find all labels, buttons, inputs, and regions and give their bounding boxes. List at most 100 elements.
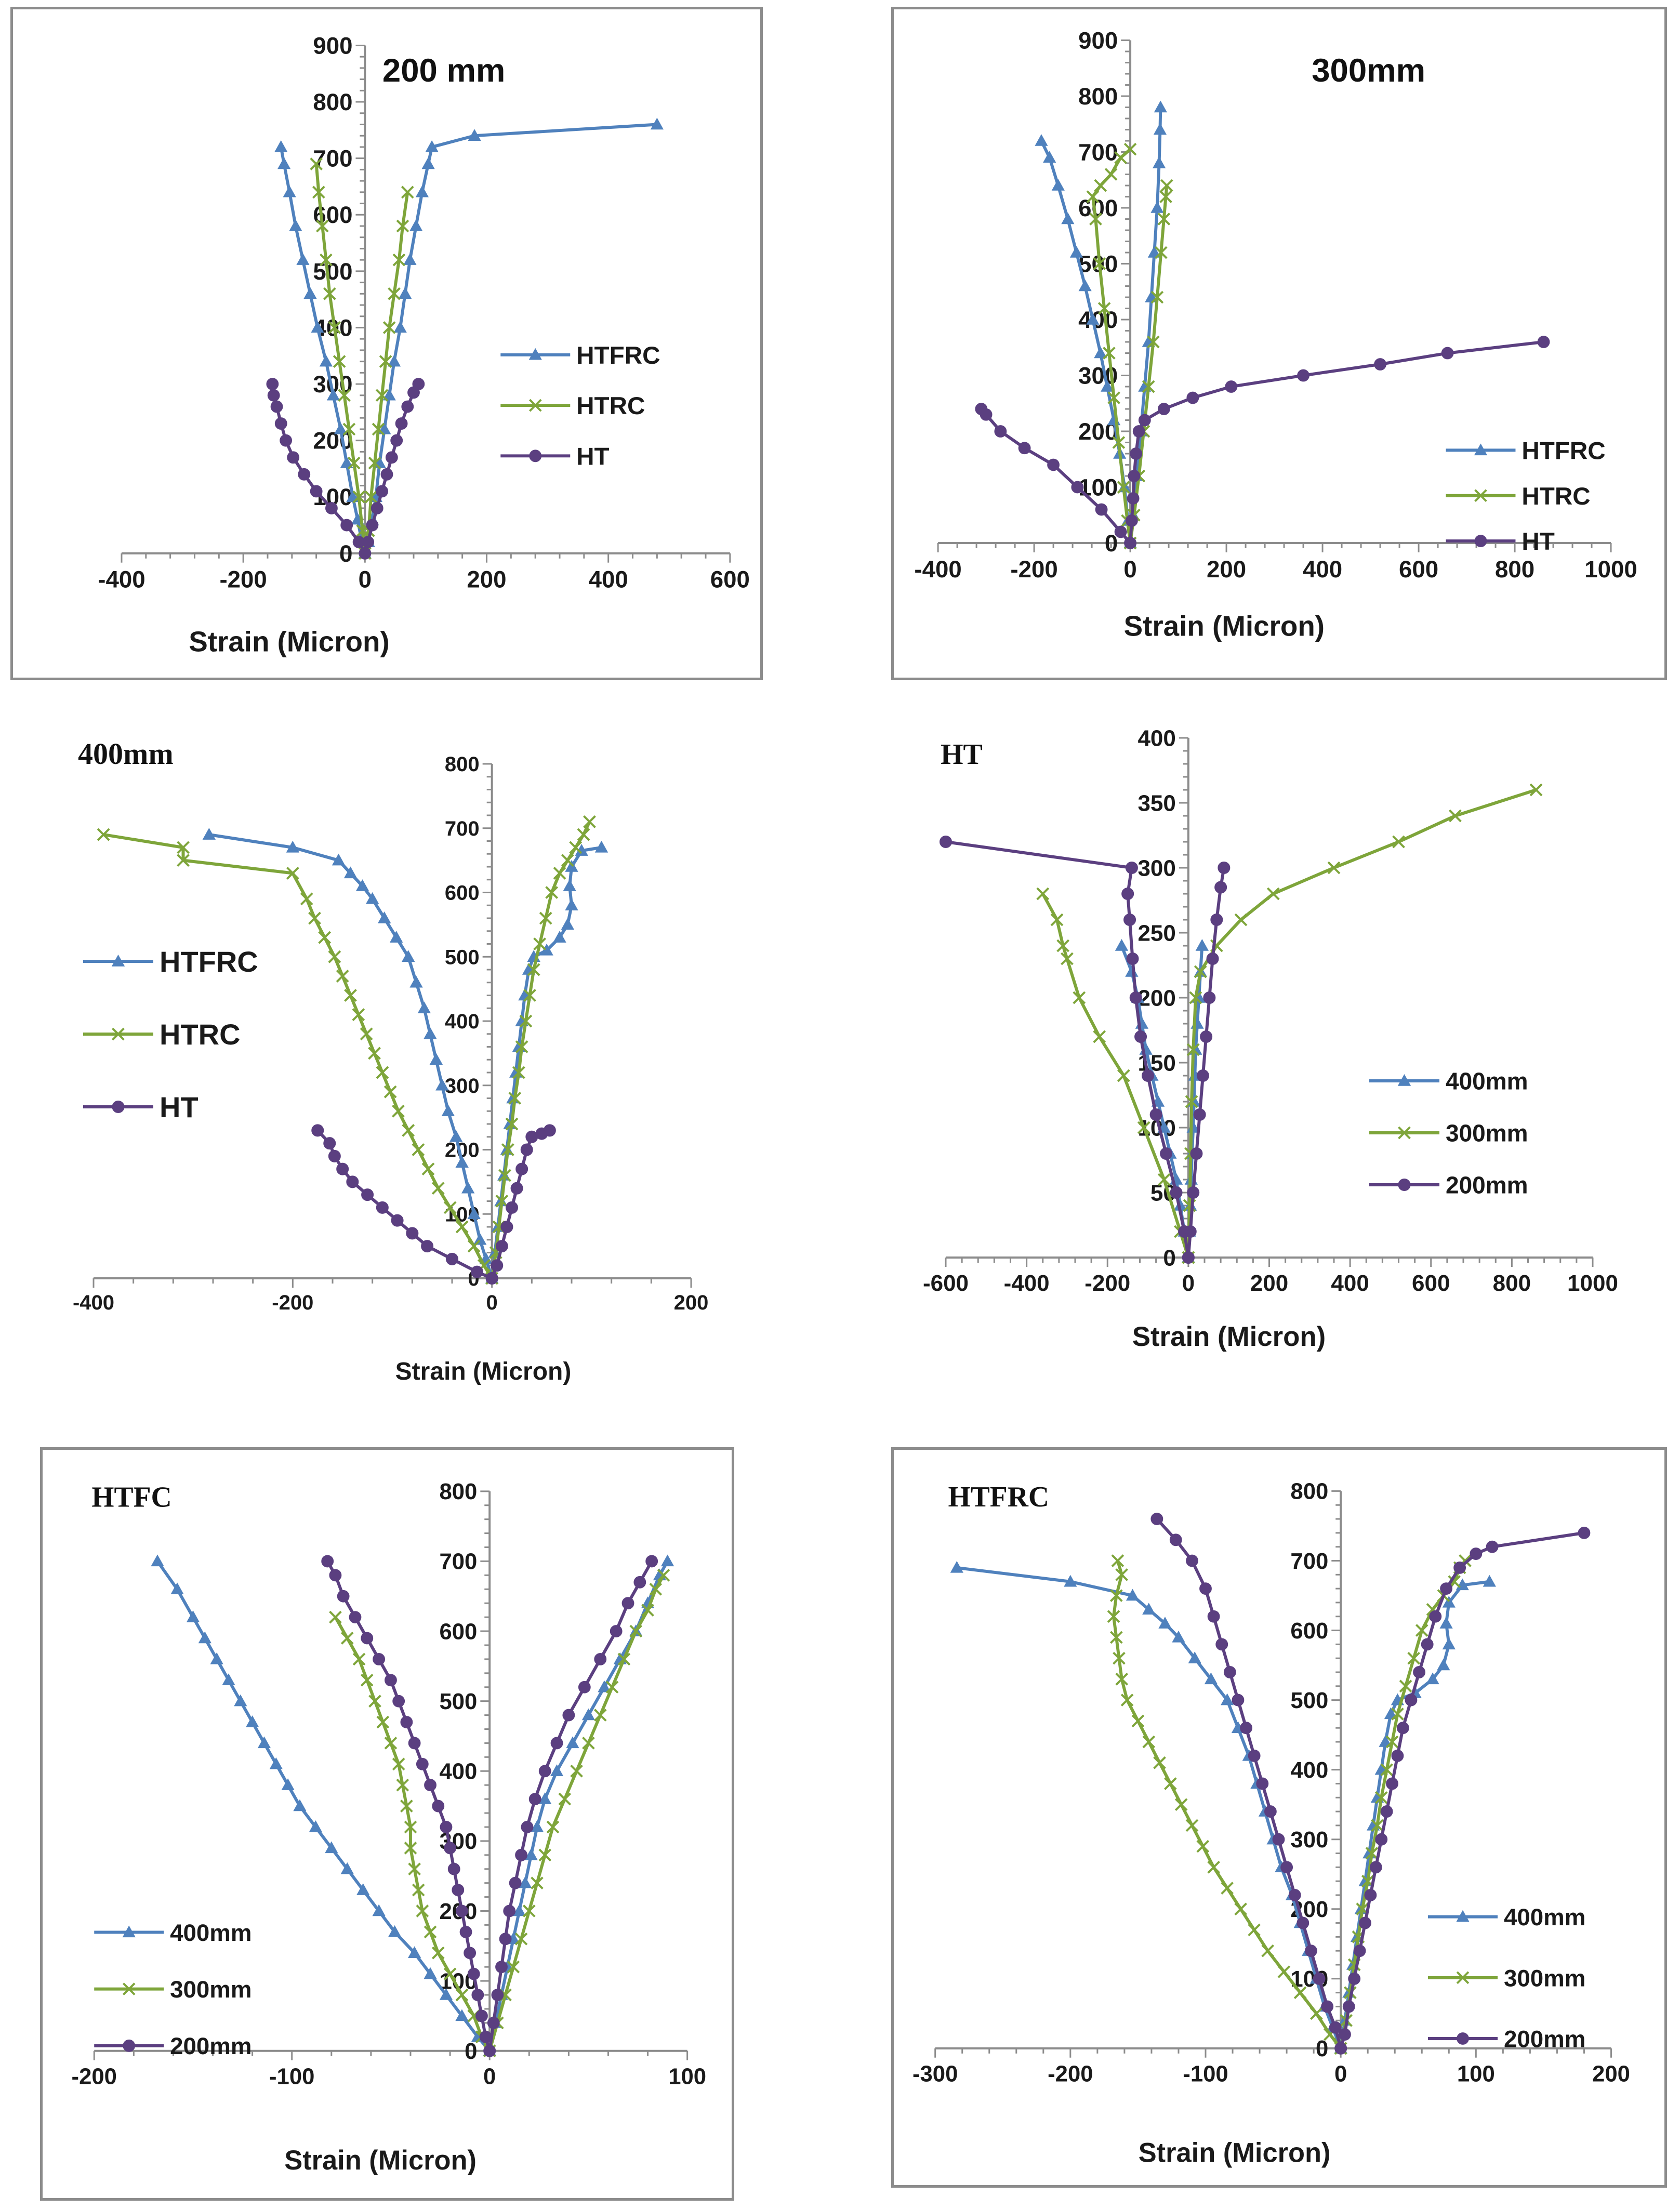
- y-tick-label: 350: [1137, 790, 1175, 816]
- data-point: [519, 1876, 532, 1888]
- data-point: [1365, 1847, 1379, 1860]
- chart-panel-ht: -600 -400 -200 0 200 400 600 800 1000 0 50 100 150 20…: [891, 717, 1667, 1403]
- data-point: [483, 2044, 496, 2057]
- data-point: [1142, 380, 1155, 393]
- data-point: [439, 1988, 453, 2000]
- data-point: [435, 1078, 449, 1091]
- data-point: [1380, 1763, 1393, 1776]
- data-point: [1043, 151, 1056, 163]
- data-point: [170, 1582, 184, 1595]
- data-point: [198, 1631, 211, 1644]
- data-point: [558, 1792, 572, 1806]
- data-point: [1297, 1916, 1309, 1929]
- data-point: [1200, 1030, 1213, 1043]
- data-point: [1483, 1575, 1496, 1587]
- legend-item-ht: HT: [500, 443, 610, 470]
- data-point: [1153, 1756, 1166, 1769]
- data-point: [531, 1876, 544, 1889]
- data-point: [1272, 1833, 1285, 1846]
- data-point: [1221, 1693, 1234, 1705]
- data-point: [1185, 1819, 1199, 1832]
- data-point: [1126, 953, 1139, 965]
- data-point: [1529, 783, 1543, 797]
- data-point: [975, 403, 988, 415]
- data-point: [1188, 1651, 1201, 1663]
- legend-item-400mm: 400mm: [94, 1920, 252, 1946]
- data-point: [1117, 481, 1130, 494]
- y-tick-label: 600: [440, 1619, 478, 1644]
- data-point: [274, 140, 288, 152]
- y-tick-label: 500: [445, 946, 480, 969]
- x-tick-label: 200: [674, 1291, 709, 1314]
- data-point: [495, 1240, 508, 1253]
- data-point: [1170, 1186, 1183, 1199]
- data-point: [1123, 914, 1136, 926]
- series-line: [956, 1566, 1342, 2049]
- data-point: [650, 117, 664, 130]
- data-point: [553, 866, 566, 880]
- data-point: [1439, 1617, 1453, 1629]
- chart-title: 400mm: [78, 737, 174, 771]
- data-point: [1187, 1186, 1200, 1199]
- data-point: [447, 1862, 460, 1875]
- data-point: [645, 1555, 658, 1568]
- data-point: [1305, 1945, 1317, 1957]
- y-tick-label: 0: [1163, 1245, 1175, 1271]
- y-tick-label: 200: [1137, 985, 1175, 1011]
- data-point: [352, 1652, 366, 1666]
- x-tick-label: 400: [589, 566, 628, 593]
- data-point: [1405, 1694, 1418, 1707]
- data-point: [310, 157, 323, 170]
- data-point: [362, 536, 375, 549]
- data-point: [373, 1652, 386, 1665]
- data-point: [455, 1220, 469, 1234]
- data-point: [1261, 1944, 1275, 1957]
- data-point: [334, 422, 348, 434]
- legend-item-htfrc: HTFRC: [1446, 438, 1606, 465]
- data-point: [1248, 1923, 1261, 1937]
- data-point: [1329, 2021, 1342, 2034]
- x-tick-label: 800: [1493, 1271, 1531, 1296]
- data-point: [1158, 1617, 1172, 1629]
- data-point: [1061, 952, 1074, 965]
- data-point: [1196, 1069, 1209, 1082]
- data-point: [1234, 1902, 1247, 1916]
- x-tick-label: -100: [1183, 2061, 1228, 2087]
- y-tick-label: 300: [1290, 1827, 1328, 1853]
- data-point: [1142, 1069, 1155, 1082]
- data-point: [1109, 1589, 1123, 1602]
- data-point: [312, 186, 325, 199]
- data-point: [1206, 953, 1219, 965]
- chart-svg-ht: -600 -400 -200 0 200 400 600 800 100005010015020…: [923, 725, 1618, 1352]
- legend-marker: [1456, 1910, 1470, 1922]
- data-point: [1221, 1882, 1234, 1895]
- data-point: [1437, 1658, 1450, 1671]
- data-point: [1392, 835, 1405, 849]
- data-point: [389, 931, 403, 943]
- data-point: [1095, 503, 1108, 516]
- data-point: [1035, 134, 1048, 146]
- y-tick-label: 250: [1137, 920, 1175, 946]
- data-point: [1442, 1637, 1456, 1650]
- legend-marker: [528, 348, 542, 360]
- series-400mm: [950, 1560, 1496, 2054]
- x-tick-label: -100: [269, 2064, 314, 2089]
- legend-item-300mm: 300mm: [1427, 1965, 1585, 1991]
- data-point: [270, 400, 283, 413]
- legend-marker: [1474, 535, 1487, 547]
- chart-panel-300mm: -400-20002004006008001000010020030040050…: [891, 7, 1667, 680]
- data-point: [1147, 335, 1160, 349]
- data-point: [1182, 1251, 1195, 1264]
- series-ht: [975, 336, 1550, 549]
- data-point: [582, 1737, 595, 1750]
- data-point: [1111, 1554, 1125, 1567]
- data-point: [657, 1569, 670, 1582]
- chart-panel-htfrc: -300 -200 -100 0 100 200 0 100 200 300 400 500 600 70…: [891, 1447, 1667, 2188]
- data-point: [1124, 537, 1136, 549]
- data-point: [222, 1673, 235, 1686]
- data-point: [281, 1778, 295, 1790]
- y-tick-label: 0: [339, 540, 352, 567]
- legend-marker: [1398, 1126, 1411, 1140]
- data-point: [1359, 1916, 1371, 1929]
- data-point: [503, 1904, 516, 1917]
